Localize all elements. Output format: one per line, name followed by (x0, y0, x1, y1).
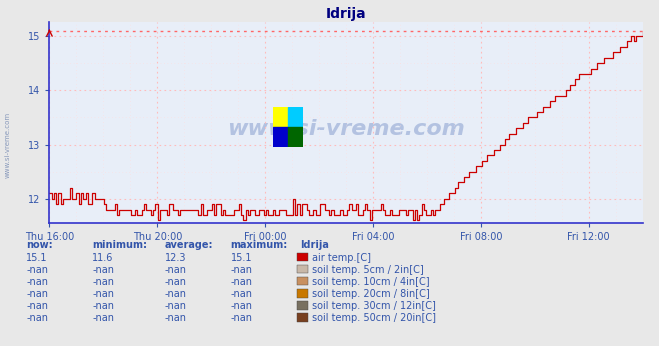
Text: -nan: -nan (26, 313, 48, 323)
Text: -nan: -nan (165, 313, 186, 323)
Bar (273, 127, 289, 147)
Text: -nan: -nan (231, 265, 252, 275)
Text: -nan: -nan (92, 277, 114, 287)
Text: -nan: -nan (26, 277, 48, 287)
Text: -nan: -nan (231, 301, 252, 311)
Text: minimum:: minimum: (92, 240, 147, 251)
Text: soil temp. 50cm / 20in[C]: soil temp. 50cm / 20in[C] (312, 313, 436, 323)
Text: -nan: -nan (231, 277, 252, 287)
Text: Idrija: Idrija (300, 240, 329, 251)
Text: -nan: -nan (92, 301, 114, 311)
Text: air temp.[C]: air temp.[C] (312, 253, 371, 263)
Text: www.si-vreme.com: www.si-vreme.com (5, 112, 11, 179)
Text: soil temp. 30cm / 12in[C]: soil temp. 30cm / 12in[C] (312, 301, 436, 311)
Text: -nan: -nan (92, 289, 114, 299)
Text: -nan: -nan (92, 265, 114, 275)
Title: Idrija: Idrija (326, 7, 366, 21)
Text: -nan: -nan (26, 265, 48, 275)
Text: soil temp. 10cm / 4in[C]: soil temp. 10cm / 4in[C] (312, 277, 429, 287)
Text: -nan: -nan (92, 313, 114, 323)
Text: 15.1: 15.1 (26, 253, 48, 263)
Text: average:: average: (165, 240, 214, 251)
Bar (273, 107, 289, 127)
Text: soil temp. 5cm / 2in[C]: soil temp. 5cm / 2in[C] (312, 265, 424, 275)
Bar (289, 107, 303, 127)
Text: -nan: -nan (165, 277, 186, 287)
Text: www.si-vreme.com: www.si-vreme.com (227, 119, 465, 139)
Text: -nan: -nan (26, 301, 48, 311)
Text: -nan: -nan (231, 313, 252, 323)
Text: -nan: -nan (231, 289, 252, 299)
Text: 15.1: 15.1 (231, 253, 252, 263)
Text: -nan: -nan (165, 265, 186, 275)
Text: 11.6: 11.6 (92, 253, 113, 263)
Text: now:: now: (26, 240, 53, 251)
Text: -nan: -nan (165, 301, 186, 311)
Text: -nan: -nan (165, 289, 186, 299)
Text: soil temp. 20cm / 8in[C]: soil temp. 20cm / 8in[C] (312, 289, 430, 299)
Text: 12.3: 12.3 (165, 253, 186, 263)
Bar (289, 127, 303, 147)
Text: maximum:: maximum: (231, 240, 288, 251)
Text: -nan: -nan (26, 289, 48, 299)
